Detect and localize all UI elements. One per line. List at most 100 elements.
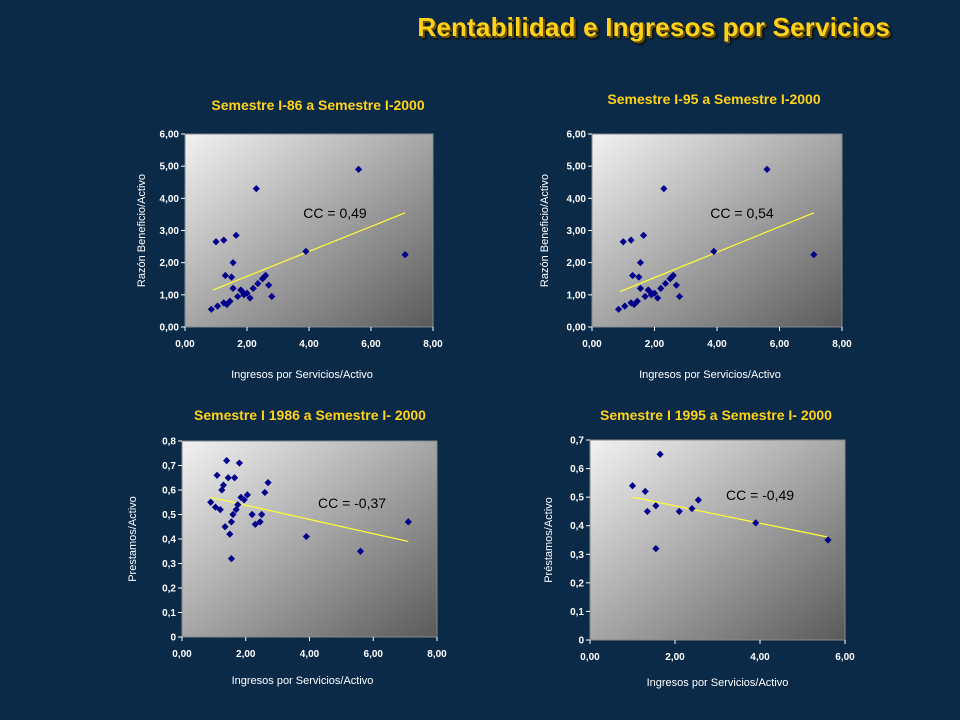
correlation-label: CC = -0,37 [318, 495, 386, 511]
data-point [258, 510, 266, 519]
data-point [212, 238, 220, 246]
data-point [628, 482, 637, 490]
data-point [229, 510, 237, 519]
data-point [639, 231, 648, 239]
data-point [226, 530, 234, 538]
data-point [230, 474, 239, 482]
data-point [763, 165, 771, 173]
data-point [824, 536, 832, 544]
data-point [672, 281, 680, 289]
y-tick-label: 0,7 [570, 436, 584, 447]
y-tick-label: 3,00 [160, 226, 180, 237]
x-axis-label: Ingresos por Servicios/Activo [647, 677, 789, 689]
data-point [619, 238, 627, 246]
data-point [252, 185, 260, 193]
data-point [232, 506, 240, 514]
data-point [249, 284, 257, 292]
data-point [251, 520, 259, 528]
data-point [752, 519, 760, 527]
data-point [710, 247, 718, 256]
scatter-chart-3: Semestre I 1986 a Semestre I- 2000 0 0,1 0,… [127, 407, 447, 687]
trend-line [619, 212, 815, 293]
y-axis-label: Prestamos/Activo [127, 496, 139, 582]
data-point [260, 273, 268, 281]
y-tick-label: 1,00 [567, 290, 587, 301]
data-point [688, 504, 696, 513]
data-point [235, 459, 243, 467]
data-point [652, 502, 660, 510]
data-point [675, 292, 684, 301]
data-point [220, 236, 228, 244]
data-point [256, 518, 264, 526]
x-tick-label: 0,00 [580, 652, 600, 663]
x-tick-label: 4,00 [707, 339, 727, 350]
y-tick-label: 5,00 [160, 162, 180, 173]
data-point [660, 185, 668, 193]
data-point [226, 297, 234, 305]
x-axis-label: Ingresos por Servicios/Activo [232, 675, 374, 687]
data-point [635, 273, 643, 281]
data-point [240, 496, 248, 504]
data-point [656, 450, 664, 458]
x-tick-label: 4,00 [750, 652, 770, 663]
scatter-chart-4: Semestre I 1995 a Semestre I- 2000 0 0,1 0,… [543, 407, 855, 689]
x-tick-label: 0,00 [175, 339, 195, 350]
data-point [404, 518, 412, 526]
data-point [633, 297, 641, 305]
data-point [213, 302, 222, 310]
x-tick-label: 6,00 [361, 339, 381, 350]
data-point [646, 288, 654, 296]
data-point [261, 488, 269, 497]
x-tick-label: 6,00 [835, 652, 855, 663]
y-tick-label: 1,00 [160, 290, 180, 301]
chart-title: Semestre I 1995 a Semestre I- 2000 [600, 407, 832, 423]
data-point [668, 273, 676, 281]
data-point [643, 507, 651, 516]
y-tick-label: 6,00 [160, 130, 180, 141]
data-point [248, 510, 256, 519]
y-tick-label: 0,4 [570, 521, 584, 532]
x-tick-label: 4,00 [300, 649, 320, 660]
data-point [219, 481, 228, 489]
data-point [657, 284, 665, 292]
data-point [211, 503, 220, 511]
y-tick-label: 0,3 [162, 559, 176, 570]
x-tick-label: 2,00 [236, 649, 256, 660]
data-point [302, 247, 310, 256]
y-tick-label: 0,00 [160, 323, 180, 334]
data-point [621, 302, 629, 310]
data-point [401, 251, 409, 259]
data-point [355, 165, 363, 173]
data-point [694, 496, 702, 504]
data-point [234, 501, 242, 509]
data-point [227, 273, 236, 281]
x-tick-label: 0,00 [172, 649, 192, 660]
data-point [243, 491, 251, 499]
x-tick-label: 4,00 [299, 339, 319, 350]
data-point [240, 291, 248, 299]
data-point [221, 271, 229, 280]
data-point [237, 493, 245, 501]
y-tick-label: 0,1 [570, 607, 584, 618]
data-point [641, 487, 649, 496]
data-point [627, 236, 635, 244]
chart-title: Semestre I-86 a Semestre I-2000 [211, 97, 424, 113]
x-tick-label: 8,00 [427, 649, 447, 660]
scatter-chart-1: Semestre I-86 a Semestre I-2000 0,00 1,00 2… [136, 97, 443, 381]
data-point [254, 279, 262, 288]
page-title: Rentabilidad e Ingresos por Servicios [417, 12, 890, 42]
data-point [224, 474, 232, 482]
data-point [302, 532, 310, 541]
data-point [265, 281, 273, 289]
data-point [654, 294, 662, 302]
trend-line [210, 496, 409, 543]
data-point [647, 291, 655, 299]
x-tick-label: 2,00 [645, 339, 665, 350]
data-point [223, 457, 231, 465]
y-tick-label: 0,8 [162, 437, 176, 448]
y-tick-label: 0 [170, 633, 176, 644]
x-tick-label: 8,00 [832, 339, 852, 350]
y-tick-label: 2,00 [567, 258, 587, 269]
y-tick-label: 0,00 [567, 323, 587, 334]
data-point [629, 271, 637, 280]
